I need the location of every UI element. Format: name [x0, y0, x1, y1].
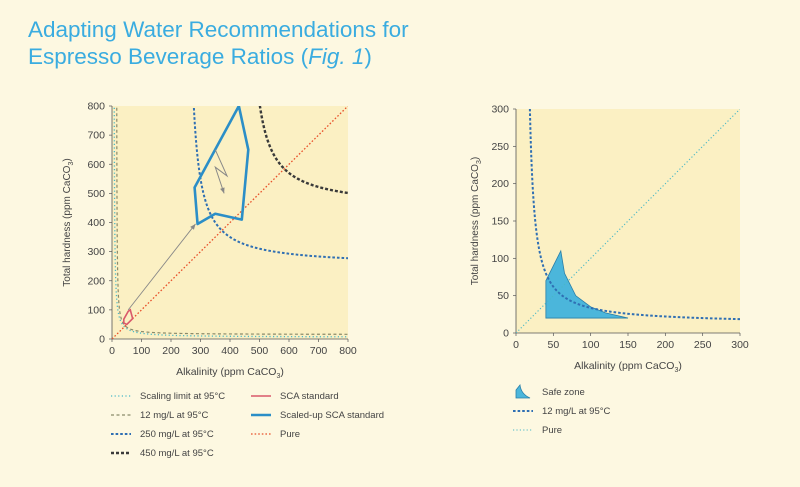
x-tick-label: 50 [547, 339, 559, 351]
x-tick-label: 0 [513, 339, 519, 351]
arrow-head [190, 223, 196, 230]
legend-swatch [513, 429, 533, 431]
y-tick-label: 100 [491, 253, 509, 265]
figure-label: Fig. 1 [308, 44, 365, 69]
title-close-paren: ) [364, 44, 372, 69]
legend-swatch [111, 433, 131, 435]
legend-item: 12 mg/L at 95°C [512, 403, 610, 419]
y-tick-label: 500 [87, 188, 105, 200]
series-line [528, 109, 740, 321]
y-tick-label: 150 [491, 216, 509, 228]
left-chart: 0 100 200 300 400 500 600 700 800 0 100 200 300 400 50… [62, 101, 357, 381]
scaled-sca-standard-polygon [193, 106, 250, 226]
legend-swatch [251, 395, 271, 397]
x-tick-label: 400 [221, 345, 239, 357]
legend-swatch [251, 413, 271, 417]
legend-item: SCA standard [250, 388, 339, 404]
legend-item: Scaled-up SCA standard [250, 407, 384, 423]
safe-zone-area [545, 249, 629, 319]
x-tick-label: 250 [694, 339, 712, 351]
legend-item: 450 mg/L at 95°C [110, 445, 214, 461]
legend-swatch [111, 451, 131, 455]
sca-standard-polygon [123, 308, 134, 326]
y-tick-label: 250 [491, 141, 509, 153]
title-line-1: Adapting Water Recommendations for [28, 17, 409, 42]
legend-item: Pure [250, 426, 300, 442]
legend-swatch [111, 414, 131, 416]
y-tick-label: 100 [87, 304, 105, 316]
legend-swatch [111, 395, 131, 397]
x-tick-label: 150 [619, 339, 637, 351]
legend-label: SCA standard [280, 390, 339, 402]
y-tick-label: 400 [87, 217, 105, 229]
y-tick-label: 200 [87, 275, 105, 287]
page-title: Adapting Water Recommendations for Espre… [28, 16, 409, 70]
series-line [258, 106, 348, 195]
legend-label: Scaled-up SCA standard [280, 409, 385, 421]
title-line-2-text: Espresso Beverage Ratios ( [28, 44, 309, 69]
legend-label: Scaling limit at 95°C [140, 390, 226, 402]
x-tick-label: 500 [251, 345, 269, 357]
y-tick-label: 300 [491, 104, 509, 116]
legend-item: Safe zone [512, 384, 585, 400]
legend-swatch [515, 384, 531, 399]
series-line [112, 106, 348, 339]
legend-label: Pure [280, 428, 301, 440]
y-tick-label: 300 [87, 246, 105, 258]
y-axis-label: Total hardness (ppm CaCO3) [470, 157, 483, 285]
x-tick-label: 800 [339, 345, 357, 357]
legend-label: 450 mg/L at 95°C [140, 447, 214, 459]
series-line [116, 106, 348, 335]
zigzag-annotation [214, 149, 229, 194]
y-tick-label: 0 [99, 334, 105, 346]
series-line [113, 106, 348, 338]
legend-label: Safe zone [542, 386, 585, 398]
legend-item: Pure [512, 422, 562, 438]
x-axis-label: Alkalinity (ppm CaCO3) [176, 366, 284, 380]
legend-swatch [513, 410, 533, 412]
legend-label: 12 mg/L at 95°C [542, 405, 611, 417]
plot-content [516, 109, 740, 333]
legend-label: Pure [542, 424, 563, 436]
series-line [192, 106, 348, 260]
y-tick-label: 50 [497, 290, 509, 302]
plot-content [112, 106, 348, 339]
y-tick-label: 200 [491, 178, 509, 190]
zigzag-arrow-head [220, 187, 225, 194]
y-axis-label: Total hardness (ppm CaCO3) [62, 158, 75, 286]
y-tick-label: 600 [87, 159, 105, 171]
x-tick-label: 100 [133, 345, 151, 357]
x-axis-label: Alkalinity (ppm CaCO3) [574, 360, 682, 374]
legend-label: 12 mg/L at 95°C [140, 409, 209, 421]
legend-swatch [251, 433, 271, 435]
x-tick-label: 100 [582, 339, 600, 351]
title-line-2: Espresso Beverage Ratios (Fig. 1) [28, 43, 409, 70]
y-tick-label: 700 [87, 130, 105, 142]
y-tick-label: 800 [87, 101, 105, 113]
legend-label: 250 mg/L at 95°C [140, 428, 214, 440]
x-tick-label: 600 [280, 345, 298, 357]
x-tick-label: 700 [310, 345, 328, 357]
legend-item: Scaling limit at 95°C [110, 388, 225, 404]
x-tick-label: 300 [192, 345, 210, 357]
legend-item: 250 mg/L at 95°C [110, 426, 214, 442]
y-tick-label: 0 [503, 328, 509, 340]
scale-up-arrow [127, 223, 196, 311]
x-tick-label: 200 [657, 339, 675, 351]
legend-item: 12 mg/L at 95°C [110, 407, 208, 423]
x-tick-label: 200 [162, 345, 180, 357]
x-tick-label: 300 [731, 339, 749, 351]
right-chart: 0 50 100 150 200 250 300 0 50 100 150 200 250 300 Alka… [470, 104, 749, 375]
x-tick-label: 0 [109, 345, 115, 357]
